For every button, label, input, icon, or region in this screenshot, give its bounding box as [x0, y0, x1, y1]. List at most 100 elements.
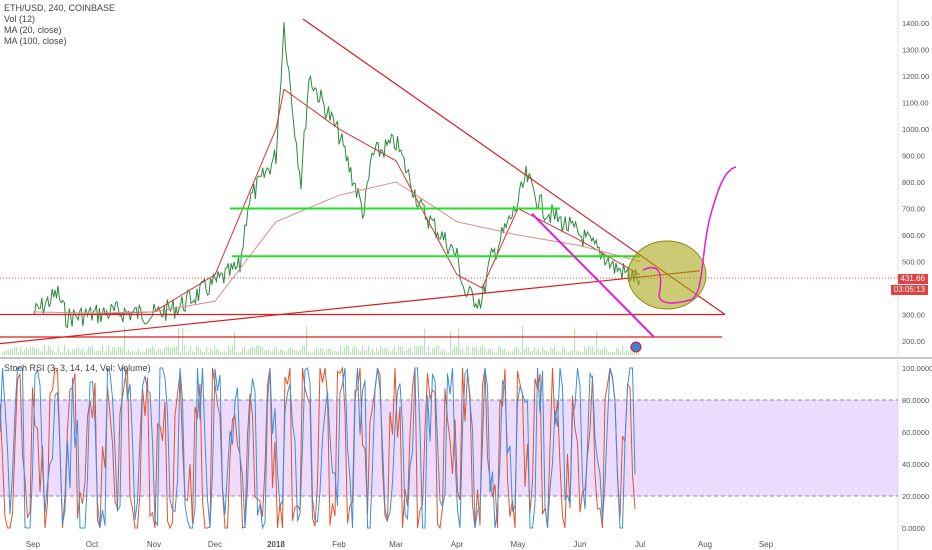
volume-bar — [186, 352, 188, 355]
volume-bar — [434, 347, 436, 355]
stoch-k-series — [0, 367, 636, 530]
volume-bar — [154, 348, 156, 355]
volume-bar — [276, 347, 278, 355]
volume-bar — [94, 351, 96, 355]
volume-bar — [442, 348, 444, 355]
volume-bar — [242, 347, 244, 355]
volume-bar — [6, 349, 8, 355]
y-tick-label: 700.00 — [902, 205, 925, 214]
volume-bar — [288, 348, 290, 355]
volume-bar — [452, 350, 454, 355]
volume-bar — [458, 328, 460, 355]
volume-bar — [386, 348, 388, 355]
volume-bar — [116, 350, 118, 355]
volume-bar — [518, 348, 520, 355]
volume-bar — [368, 345, 370, 355]
volume-bar — [382, 347, 384, 355]
volume-bar — [376, 347, 378, 355]
volume-bar — [112, 347, 114, 355]
ma100-series[interactable] — [32, 181, 641, 314]
volume-bar — [178, 327, 180, 355]
volume-bar — [294, 349, 296, 355]
volume-bar — [222, 351, 224, 355]
volume-bar — [420, 345, 422, 355]
volume-bar — [478, 350, 480, 355]
symbol-label: ETH/USD, 240, COINBASE — [4, 3, 116, 13]
volume-bar — [614, 351, 616, 355]
volume-bar — [198, 346, 200, 355]
volume-bar — [28, 349, 30, 355]
volume-bar — [206, 346, 208, 355]
volume-bar — [416, 346, 418, 355]
volume-bar — [62, 351, 64, 355]
volume-bar — [346, 345, 348, 355]
volume-bar — [612, 351, 614, 355]
volume-bar — [180, 352, 182, 355]
axis-labels: Sep Oct Nov Dec 2018 Feb Mar Apr May Jun Jul Aug Sep… — [26, 19, 932, 549]
volume-bar — [572, 350, 574, 355]
volume-bar — [120, 347, 122, 355]
volume-bar — [512, 351, 514, 355]
volume-bar — [44, 345, 46, 355]
volume-bar — [456, 346, 458, 355]
volume-bar — [210, 348, 212, 355]
volume-bar — [464, 352, 466, 355]
volume-bar — [444, 350, 446, 355]
volume-bar — [78, 347, 80, 355]
volume-bar — [96, 350, 98, 355]
price-series[interactable] — [32, 22, 641, 328]
volume-bar — [486, 351, 488, 355]
volume-bar — [592, 346, 594, 355]
volume-bar — [182, 327, 184, 355]
volume-bar — [20, 346, 22, 355]
volume-bar — [498, 346, 500, 355]
volume-bar — [298, 351, 300, 355]
volume-bar — [312, 352, 314, 355]
volume-bar — [410, 346, 412, 355]
volume-bar — [54, 352, 56, 355]
volume-bar — [232, 346, 234, 355]
volume-bar — [228, 345, 230, 355]
volume-bar — [274, 347, 276, 355]
volume-bar — [534, 347, 536, 355]
volume-bar — [136, 351, 138, 355]
volume-bar — [194, 351, 196, 355]
volume-bar — [256, 345, 258, 355]
volume-bar — [400, 346, 402, 355]
y-tick-label: 300.00 — [902, 311, 925, 320]
volume-bar — [316, 346, 318, 355]
volume-bar — [428, 345, 430, 355]
volume-bar — [118, 346, 120, 355]
volume-bar — [398, 345, 400, 355]
volume-bar — [408, 348, 410, 355]
volume-bar — [320, 348, 322, 355]
volume-bar — [224, 350, 226, 355]
volume-bar — [538, 347, 540, 355]
volume-bar — [384, 348, 386, 355]
x-tick-label: Sep — [26, 540, 41, 549]
volume-bar — [108, 345, 110, 355]
x-tick-label: Apr — [451, 540, 464, 549]
volume-bar — [574, 328, 576, 355]
volume-bar — [358, 350, 360, 355]
volume-bar — [204, 351, 206, 355]
volume-bar — [42, 351, 44, 355]
volume-bar — [362, 346, 364, 355]
volume-bar — [314, 350, 316, 355]
volume-bar — [364, 350, 366, 355]
volume-bar — [528, 346, 530, 355]
volume-bar — [56, 352, 58, 355]
volume-bar — [284, 351, 286, 355]
volume-bar — [542, 346, 544, 355]
volume-bar — [240, 352, 242, 355]
volume-bar — [278, 351, 280, 355]
volume-bar — [500, 346, 502, 355]
volume-bar — [504, 348, 506, 355]
volume-bar — [12, 348, 14, 355]
volume-bar — [318, 350, 320, 355]
volume-bar — [304, 345, 306, 355]
volume-bar — [570, 350, 572, 355]
volume-bar — [556, 351, 558, 355]
support-trendline — [0, 270, 701, 345]
